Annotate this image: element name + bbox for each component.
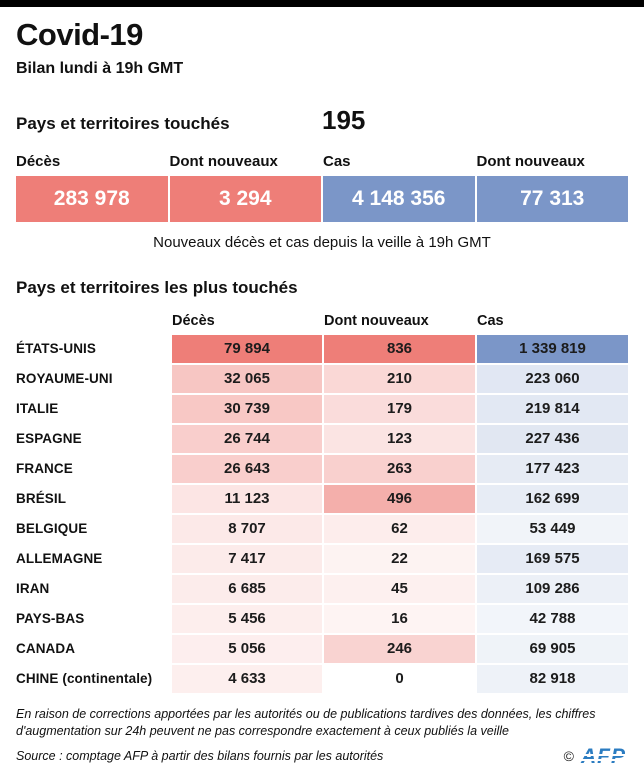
country-label: ESPAGNE xyxy=(16,431,82,447)
footnote-text: En raison de corrections apportées par l… xyxy=(16,706,596,739)
table-row: FRANCE 26 643 263 177 423 xyxy=(16,454,628,483)
stat-deaths-label: Décès xyxy=(16,152,61,170)
stat-deaths-value: 283 978 xyxy=(16,175,168,222)
value-cell: 6 685 xyxy=(172,574,322,603)
source-text: Source : comptage AFP à partir des bilan… xyxy=(16,749,384,764)
value-cell: 836 xyxy=(324,334,475,363)
afp-credit: © AFP xyxy=(563,746,629,767)
value-cell: 45 xyxy=(324,574,475,603)
table-row: BRÉSIL 11 123 496 162 699 xyxy=(16,484,628,513)
value-cell: 42 788 xyxy=(477,604,628,633)
source-row: Source : comptage AFP à partir des bilan… xyxy=(16,746,629,767)
value-cell: 53 449 xyxy=(477,514,628,543)
value-cell: 79 894 xyxy=(172,334,322,363)
stat-cases-value: 4 148 356 xyxy=(323,175,475,222)
value-cell: 26 643 xyxy=(172,454,322,483)
country-label: ROYAUME-UNI xyxy=(16,371,113,387)
summary-stats: Décès 283 978 Dont nouveaux 3 294 Cas 4 … xyxy=(16,153,628,222)
table-row: BELGIQUE 8 707 62 53 449 xyxy=(16,514,628,543)
value-cell: 246 xyxy=(324,634,475,663)
value-cell: 26 744 xyxy=(172,424,322,453)
summary-caption: Nouveaux décès et cas depuis la veille à… xyxy=(153,233,491,251)
country-table-body: ÉTATS-UNIS 79 894 836 1 339 819 ROYAUME-UNI 3… xyxy=(16,334,628,693)
value-cell: 223 060 xyxy=(477,364,628,393)
table-row: ITALIE 30 739 179 219 814 xyxy=(16,394,628,423)
value-cell: 30 739 xyxy=(172,394,322,423)
country-label: BRÉSIL xyxy=(16,491,67,507)
stat-new-cases: Dont nouveaux 77 313 xyxy=(476,152,628,222)
value-cell: 123 xyxy=(324,424,475,453)
stat-new-deaths-label: Dont nouveaux xyxy=(169,152,278,170)
stat-new-deaths-value: 3 294 xyxy=(169,175,321,222)
stat-new-cases-label: Dont nouveaux xyxy=(476,152,585,170)
value-cell: 109 286 xyxy=(477,574,628,603)
page-subtitle: Bilan lundi à 19h GMT xyxy=(16,59,184,77)
value-cell: 210 xyxy=(324,364,475,393)
table-header-country xyxy=(16,313,170,329)
country-label: CANADA xyxy=(16,641,76,657)
top-accent-bar xyxy=(0,0,644,7)
country-label: IRAN xyxy=(16,581,50,597)
table-row: PAYS-BAS 5 456 16 42 788 xyxy=(16,604,628,633)
table-header-cases: Cas xyxy=(477,312,504,329)
copyright-symbol: © xyxy=(563,748,574,765)
countries-touched-label: Pays et territoires touchés xyxy=(16,113,230,133)
country-label: PAYS-BAS xyxy=(16,611,85,627)
country-label: ITALIE xyxy=(16,401,59,417)
value-cell: 1 339 819 xyxy=(477,334,628,363)
value-cell: 263 xyxy=(324,454,475,483)
value-cell: 496 xyxy=(324,484,475,513)
table-row: CHINE (continentale) 4 633 0 82 918 xyxy=(16,664,628,693)
country-label: BELGIQUE xyxy=(16,521,88,537)
afp-logo-stripe xyxy=(578,758,629,761)
afp-logo: AFP xyxy=(578,746,629,767)
table-row: ALLEMAGNE 7 417 22 169 575 xyxy=(16,544,628,573)
table-header-row: Décès Dont nouveaux Cas xyxy=(16,313,628,329)
stat-new-deaths: Dont nouveaux 3 294 xyxy=(169,152,321,222)
table-row: ÉTATS-UNIS 79 894 836 1 339 819 xyxy=(16,334,628,363)
value-cell: 179 xyxy=(324,394,475,423)
country-label: ÉTATS-UNIS xyxy=(16,341,96,357)
value-cell: 16 xyxy=(324,604,475,633)
value-cell: 227 436 xyxy=(477,424,628,453)
countries-touched-row: Pays et territoires touchés 195 xyxy=(16,105,628,136)
table-header-new: Dont nouveaux xyxy=(324,312,429,329)
table-row: ESPAGNE 26 744 123 227 436 xyxy=(16,424,628,453)
afp-logo-stripe xyxy=(578,753,629,756)
value-cell: 219 814 xyxy=(477,394,628,423)
value-cell: 162 699 xyxy=(477,484,628,513)
value-cell: 7 417 xyxy=(172,544,322,573)
table-row: CANADA 5 056 246 69 905 xyxy=(16,634,628,663)
value-cell: 11 123 xyxy=(172,484,322,513)
stat-new-cases-value: 77 313 xyxy=(476,175,628,222)
value-cell: 5 456 xyxy=(172,604,322,633)
value-cell: 0 xyxy=(324,664,475,693)
value-cell: 177 423 xyxy=(477,454,628,483)
country-label: CHINE (continentale) xyxy=(16,671,153,687)
value-cell: 32 065 xyxy=(172,364,322,393)
value-cell: 82 918 xyxy=(477,664,628,693)
value-cell: 4 633 xyxy=(172,664,322,693)
value-cell: 169 575 xyxy=(477,544,628,573)
value-cell: 62 xyxy=(324,514,475,543)
table-row: IRAN 6 685 45 109 286 xyxy=(16,574,628,603)
country-label: FRANCE xyxy=(16,461,73,477)
country-label: ALLEMAGNE xyxy=(16,551,103,567)
stat-deaths: Décès 283 978 xyxy=(16,153,168,222)
stat-cases-label: Cas xyxy=(323,152,351,170)
table-header-deaths: Décès xyxy=(172,312,215,329)
table-section-title: Pays et territoires les plus touchés xyxy=(16,277,298,297)
value-cell: 8 707 xyxy=(172,514,322,543)
table-row: ROYAUME-UNI 32 065 210 223 060 xyxy=(16,364,628,393)
page-title: Covid-19 xyxy=(16,17,143,52)
value-cell: 22 xyxy=(324,544,475,573)
countries-touched-value: 195 xyxy=(322,104,366,135)
value-cell: 69 905 xyxy=(477,634,628,663)
stat-cases: Cas 4 148 356 xyxy=(323,153,475,222)
value-cell: 5 056 xyxy=(172,634,322,663)
